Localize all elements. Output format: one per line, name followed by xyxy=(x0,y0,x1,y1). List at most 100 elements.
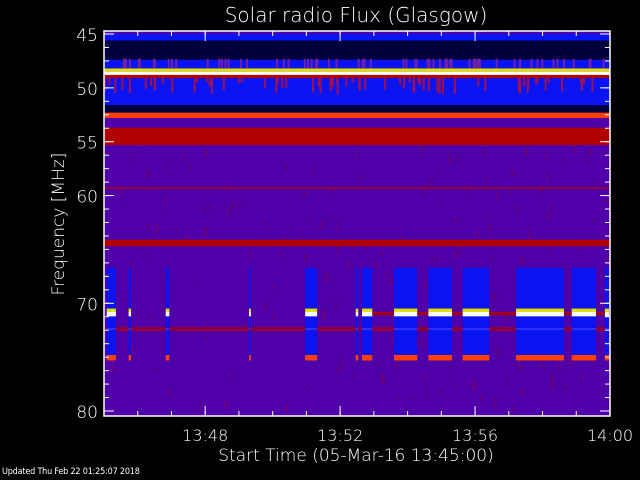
noise-streak xyxy=(378,362,381,366)
noise-streak xyxy=(313,166,315,176)
noise-streak xyxy=(606,197,609,203)
noise-streak xyxy=(593,219,597,223)
noise-streak xyxy=(544,78,547,91)
noise-streak xyxy=(313,226,315,229)
x-tick-label: 13:56 xyxy=(452,426,498,445)
burst-line xyxy=(394,354,418,361)
noise-streak xyxy=(484,176,486,184)
noise-streak xyxy=(400,236,403,242)
noise-streak xyxy=(590,357,594,364)
frequency-band xyxy=(104,112,610,119)
noise-streak xyxy=(448,153,452,164)
noise-streak xyxy=(336,222,338,232)
noise-streak xyxy=(357,58,360,69)
noise-streak xyxy=(580,375,583,381)
frequency-band xyxy=(104,186,610,190)
noise-streak xyxy=(163,273,165,283)
noise-streak xyxy=(307,386,311,389)
noise-streak xyxy=(449,58,452,69)
noise-streak xyxy=(392,185,395,189)
noise-streak xyxy=(523,78,526,87)
noise-streak xyxy=(204,225,208,236)
burst-stripe xyxy=(305,328,318,331)
burst-line xyxy=(462,311,490,317)
burst-line xyxy=(305,354,318,361)
noise-streak xyxy=(561,78,564,92)
plot-frame xyxy=(103,30,611,417)
noise-streak xyxy=(356,150,358,160)
noise-streak xyxy=(165,196,168,200)
noise-streak xyxy=(595,183,598,191)
noise-streak xyxy=(477,78,480,87)
noise-streak xyxy=(285,163,287,173)
burst-line xyxy=(128,308,131,312)
noise-streak xyxy=(589,148,592,156)
burst-line xyxy=(355,311,359,317)
noise-streak xyxy=(601,270,604,277)
noise-streak xyxy=(208,78,211,87)
burst-stripe xyxy=(355,328,359,331)
noise-streak xyxy=(363,58,366,69)
noise-streak xyxy=(161,78,164,85)
noise-streak xyxy=(316,58,319,69)
noise-streak xyxy=(552,58,555,69)
y-tick-label: 80 xyxy=(76,403,98,423)
noise-streak xyxy=(608,200,611,205)
noise-streak xyxy=(263,78,266,89)
y-tick-label: 55 xyxy=(76,134,98,154)
noise-streak xyxy=(459,339,462,343)
noise-streak xyxy=(473,58,476,69)
burst-stripe xyxy=(428,328,453,331)
noise-streak xyxy=(104,78,107,89)
noise-streak xyxy=(527,78,530,88)
noise-streak xyxy=(322,309,326,320)
chart-title: Solar radio Flux (Glasgow) xyxy=(225,3,488,27)
noise-streak xyxy=(369,58,372,69)
burst-stripe xyxy=(462,328,490,331)
noise-streak xyxy=(399,78,402,86)
burst-line xyxy=(165,311,170,317)
noise-streak xyxy=(184,234,188,240)
noise-streak xyxy=(414,58,417,69)
burst-line xyxy=(428,354,453,361)
burst-line xyxy=(604,308,609,312)
burst-line xyxy=(462,308,490,312)
noise-streak xyxy=(536,58,539,69)
noise-streak xyxy=(422,294,425,297)
burst-line xyxy=(128,311,131,317)
noise-streak xyxy=(337,365,341,374)
noise-streak xyxy=(227,207,231,216)
noise-streak xyxy=(448,374,450,379)
noise-streak xyxy=(336,78,339,94)
frequency-band xyxy=(104,105,610,113)
plot-area xyxy=(104,31,611,416)
noise-streak xyxy=(206,58,209,69)
noise-streak xyxy=(340,359,344,366)
noise-streak xyxy=(240,78,243,83)
noise-streak xyxy=(497,347,500,357)
burst-line xyxy=(516,354,564,361)
noise-streak xyxy=(550,373,554,384)
frequency-band xyxy=(104,68,610,72)
emission-line-trace xyxy=(372,311,610,316)
noise-streak xyxy=(468,58,471,69)
noise-streak xyxy=(190,162,192,170)
noise-streak xyxy=(426,390,428,400)
noise-streak xyxy=(282,58,285,69)
noise-streak xyxy=(220,58,223,69)
burst-stripe xyxy=(249,328,251,331)
noise-streak xyxy=(475,231,479,238)
noise-streak xyxy=(381,373,384,383)
frequency-band xyxy=(104,239,610,247)
burst-stripe xyxy=(165,328,170,331)
noise-streak xyxy=(535,78,538,85)
burst-line xyxy=(571,354,596,361)
noise-streak xyxy=(111,363,115,373)
noise-streak xyxy=(283,234,285,242)
frequency-band xyxy=(104,127,610,145)
noise-streak xyxy=(114,78,117,94)
noise-streak xyxy=(421,146,424,153)
noise-streak xyxy=(547,78,550,83)
noise-streak xyxy=(171,58,174,69)
